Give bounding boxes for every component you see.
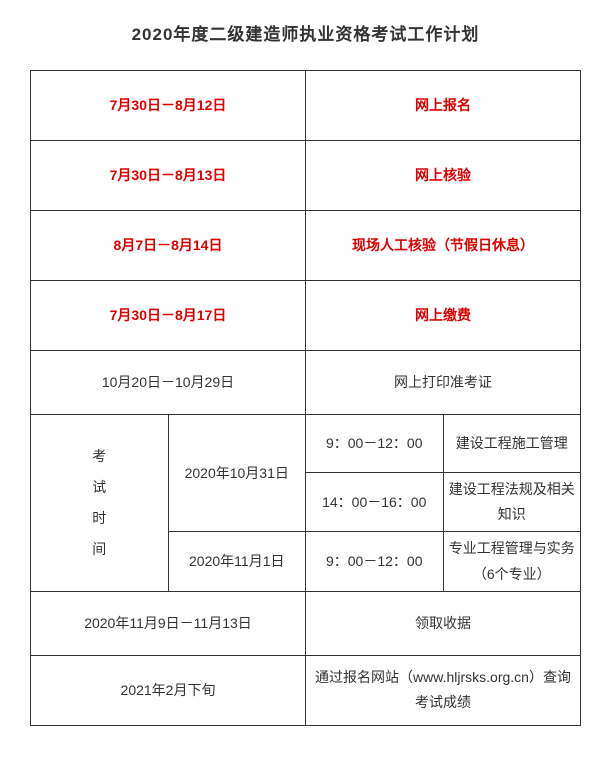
desc-cell: 通过报名网站（www.hljrsks.org.cn）查询考试成绩	[306, 655, 581, 725]
exam-time-cell: 9：00－12：00	[306, 415, 444, 473]
exam-time-cell: 9：00－12：00	[306, 532, 444, 591]
desc-cell: 网上打印准考证	[306, 351, 581, 415]
exam-subject-cell: 建设工程施工管理	[443, 415, 581, 473]
date-cell: 7月30日－8月17日	[31, 281, 306, 351]
desc-cell: 网上核验	[306, 141, 581, 211]
desc-cell: 领取收据	[306, 591, 581, 655]
desc-cell: 网上报名	[306, 71, 581, 141]
exam-time-label: 考试时间	[31, 415, 169, 592]
schedule-table: 7月30日－8月12日 网上报名 7月30日－8月13日 网上核验 8月7日－8…	[30, 70, 581, 726]
desc-cell: 网上缴费	[306, 281, 581, 351]
date-cell: 2020年11月9日－11月13日	[31, 591, 306, 655]
date-cell: 7月30日－8月13日	[31, 141, 306, 211]
date-cell: 10月20日－10月29日	[31, 351, 306, 415]
date-cell: 2021年2月下旬	[31, 655, 306, 725]
exam-subject-cell: 建设工程法规及相关知识	[443, 473, 581, 532]
date-cell: 8月7日－8月14日	[31, 211, 306, 281]
exam-date-cell: 2020年11月1日	[168, 532, 306, 591]
exam-date-cell: 2020年10月31日	[168, 415, 306, 532]
desc-cell: 现场人工核验（节假日休息）	[306, 211, 581, 281]
page-title: 2020年度二级建造师执业资格考试工作计划	[30, 20, 581, 45]
exam-subject-cell: 专业工程管理与实务 （6个专业）	[443, 532, 581, 591]
exam-time-cell: 14：00－16：00	[306, 473, 444, 532]
date-cell: 7月30日－8月12日	[31, 71, 306, 141]
